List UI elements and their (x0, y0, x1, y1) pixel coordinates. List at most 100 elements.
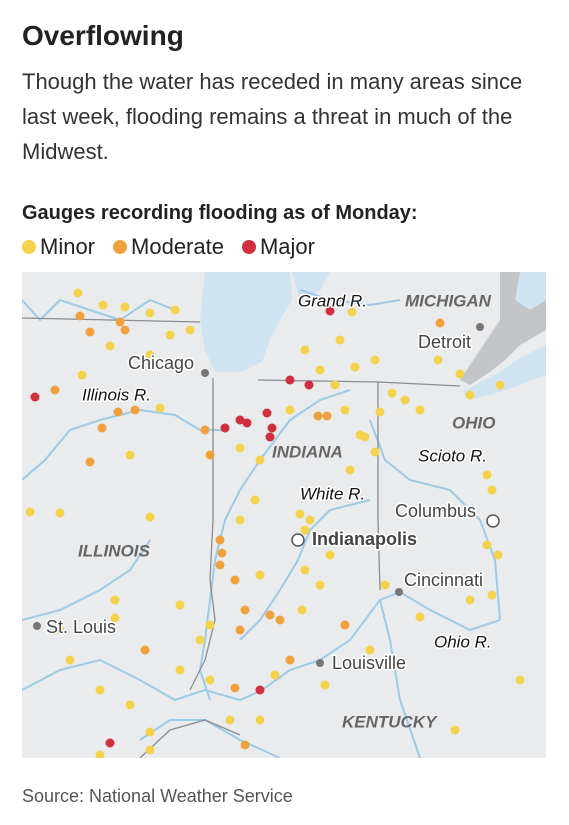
capital-star (291, 533, 305, 547)
gauge (415, 405, 425, 415)
gauge (295, 509, 305, 519)
gauge (400, 395, 410, 405)
map-label: Detroit (418, 332, 471, 352)
gauge (255, 715, 265, 725)
gauge (325, 550, 335, 560)
legend-title: Gauges recording flooding as of Monday: (22, 202, 418, 224)
gauge (300, 565, 310, 575)
gauge (340, 620, 350, 630)
gauge (30, 392, 40, 402)
gauge (105, 738, 115, 748)
gauge (300, 525, 310, 535)
gauge (375, 407, 385, 417)
map-label: Ohio R. (434, 632, 492, 651)
gauge (205, 620, 215, 630)
map-label: INDIANA (272, 442, 343, 461)
gauge (265, 610, 275, 620)
map-label: MICHIGAN (405, 291, 492, 310)
lake (292, 272, 330, 300)
gauge (482, 540, 492, 550)
gauge (205, 450, 215, 460)
gauge (200, 425, 210, 435)
gauge (487, 590, 497, 600)
gauge (380, 580, 390, 590)
lake-erie (462, 345, 546, 400)
gauge (95, 750, 105, 758)
city-dot (476, 323, 484, 331)
gauge (285, 405, 295, 415)
gauge (250, 495, 260, 505)
gauge (315, 365, 325, 375)
gauge (515, 675, 525, 685)
gauge (387, 388, 397, 398)
map-label: Scioto R. (418, 446, 487, 465)
gauge (415, 612, 425, 622)
gauge (322, 411, 332, 421)
gauge (313, 411, 323, 421)
gauge (185, 325, 195, 335)
city-dot (33, 622, 41, 630)
gauge (370, 355, 380, 365)
gauge (220, 423, 230, 433)
gauge (345, 465, 355, 475)
gauge (205, 675, 215, 685)
gauge (325, 306, 335, 316)
map-label: Cincinnati (404, 570, 483, 590)
gauge (75, 311, 85, 321)
gauge (120, 302, 130, 312)
gauge (300, 345, 310, 355)
gauge (350, 362, 360, 372)
legend: Minor Moderate Major (22, 234, 315, 260)
gauge (365, 645, 375, 655)
map-label: St. Louis (46, 617, 116, 637)
gauge (335, 335, 345, 345)
gauge (110, 595, 120, 605)
legend-label: Major (259, 234, 315, 259)
gauge (262, 408, 272, 418)
gauges (25, 288, 525, 758)
gauge (145, 727, 155, 737)
gauge (98, 300, 108, 310)
gauge (487, 485, 497, 495)
gauge (113, 407, 123, 417)
gauge (235, 515, 245, 525)
gauge (55, 625, 65, 635)
gauge (77, 370, 87, 380)
capital-star (486, 514, 500, 528)
gauge (125, 450, 135, 460)
gauge (97, 423, 107, 433)
map-label: Indianapolis (312, 529, 417, 549)
gauge (360, 432, 370, 442)
gauge (110, 613, 120, 623)
state-borders (22, 317, 461, 758)
gauge (265, 432, 275, 442)
gauge (145, 308, 155, 318)
legend-item: Moderate (113, 234, 224, 260)
gauge (165, 330, 175, 340)
gauge (340, 405, 350, 415)
gauge (175, 665, 185, 675)
gauge (65, 655, 75, 665)
gauge (275, 615, 285, 625)
gauge (297, 605, 307, 615)
map-label: Grand R. (298, 291, 367, 310)
gauge (267, 423, 277, 433)
gauge (230, 683, 240, 693)
gauge (195, 635, 205, 645)
map-label: ILLINOIS (78, 541, 150, 560)
gauge (215, 560, 225, 570)
gauge (495, 380, 505, 390)
city-dot (316, 659, 324, 667)
gauge (145, 350, 155, 360)
gauge (115, 317, 125, 327)
legend-label: Moderate (131, 234, 224, 259)
title: Overflowing (22, 20, 184, 51)
land (22, 272, 546, 758)
gauge (225, 715, 235, 725)
gauge (465, 595, 475, 605)
gauge (347, 307, 357, 317)
legend-item: Major (241, 234, 315, 260)
gauge (50, 385, 60, 395)
gauge (120, 325, 130, 335)
